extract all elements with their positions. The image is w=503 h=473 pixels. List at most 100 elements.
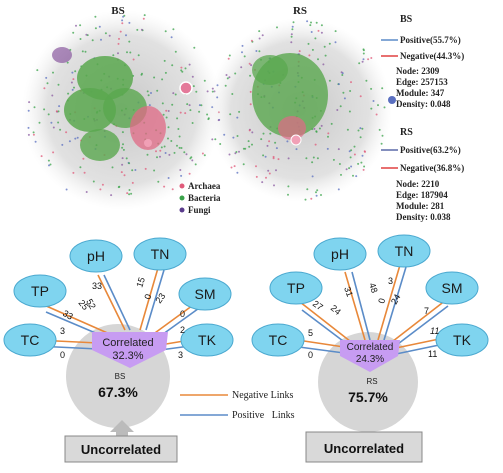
factor-node-shape	[269, 271, 323, 305]
network-node	[184, 67, 187, 70]
network-node	[203, 79, 206, 82]
network-node	[314, 143, 317, 146]
network-node	[249, 90, 252, 93]
factor-node-label: pH	[331, 246, 349, 262]
network-node	[338, 163, 341, 165]
negative-link	[387, 299, 447, 346]
network-node	[91, 39, 94, 42]
network-node	[307, 42, 310, 45]
network-node	[61, 143, 64, 146]
network-node	[255, 165, 257, 168]
network-node	[360, 161, 363, 164]
network-node	[117, 42, 120, 45]
factor-node-label: SM	[195, 286, 216, 302]
network-node	[362, 168, 365, 171]
network-node	[378, 128, 381, 131]
network-node	[339, 105, 342, 108]
network-node	[308, 54, 311, 57]
network-node	[311, 175, 314, 178]
network-node	[131, 169, 134, 172]
network-node	[332, 158, 335, 161]
link-number: 11	[428, 349, 437, 359]
network-node	[361, 127, 364, 130]
factor-node-shape	[133, 237, 187, 271]
network-node	[126, 192, 129, 195]
factor-node-tn: TN	[377, 234, 431, 268]
network-node	[148, 104, 151, 107]
network-node	[126, 51, 128, 54]
network-node	[320, 31, 323, 34]
bacteria-cluster	[80, 129, 120, 161]
network-node	[137, 54, 140, 57]
network-node	[156, 156, 158, 159]
network-node	[34, 140, 37, 143]
network-node	[287, 157, 290, 160]
network-node	[121, 157, 124, 160]
network-node	[58, 105, 61, 108]
positive-link-label: Positive Links	[232, 410, 295, 421]
link-legend: Negative Links Positive Links	[180, 390, 295, 421]
archaea-cluster	[278, 116, 306, 140]
network-node	[318, 127, 321, 130]
network-node	[178, 146, 181, 149]
network-node	[306, 188, 309, 191]
network-node	[315, 191, 317, 194]
network-node	[128, 21, 131, 24]
network-node	[171, 188, 174, 191]
network-node	[72, 78, 75, 81]
network-node	[248, 145, 251, 148]
network-node	[272, 157, 275, 160]
network-node	[51, 94, 54, 97]
link-number: 0	[376, 297, 387, 304]
network-node	[238, 110, 241, 113]
link-number: 33	[61, 308, 75, 322]
links-rs	[283, 264, 449, 355]
network-node	[359, 127, 362, 130]
network-node	[313, 127, 316, 130]
network-node	[223, 133, 226, 136]
network-node	[191, 122, 194, 124]
negative-link	[344, 271, 366, 341]
network-node	[52, 126, 55, 129]
network-node	[38, 121, 41, 124]
network-node	[310, 197, 313, 200]
negative-link	[97, 274, 126, 331]
factor-node-shape	[313, 237, 367, 271]
network-node	[68, 140, 71, 143]
link-number: 3	[60, 326, 65, 336]
network-node	[350, 81, 352, 84]
network-node	[380, 142, 383, 145]
hub-node	[144, 139, 152, 147]
network-node	[340, 173, 342, 176]
positive-link	[145, 269, 165, 331]
network-node	[162, 113, 165, 116]
network-node	[120, 171, 123, 174]
network-node	[267, 169, 270, 172]
network-node	[214, 138, 217, 141]
network-node	[310, 31, 313, 33]
network-node	[345, 168, 348, 171]
network-node	[177, 128, 180, 130]
network-node	[32, 131, 35, 134]
network-node	[359, 136, 362, 139]
network-bs: BS Archaea Bacteria Fungi	[22, 5, 222, 215]
stats-bs-module: Module: 347	[396, 88, 445, 98]
network-node	[236, 171, 239, 174]
network-node	[171, 64, 174, 67]
factor-node-shape	[435, 323, 489, 357]
network-node	[359, 95, 362, 98]
factor-node-shape	[3, 323, 57, 357]
network-node	[100, 38, 102, 41]
network-node	[49, 163, 52, 166]
network-node	[361, 60, 364, 63]
link-number: 24	[389, 292, 403, 306]
stats-bs-edge: Edge: 257153	[396, 77, 448, 87]
stats-rs-node: Node: 2210	[396, 179, 440, 189]
network-node	[370, 107, 373, 110]
network-node	[188, 104, 191, 107]
network-node	[170, 36, 173, 39]
link-number: 0	[308, 350, 313, 360]
network-node	[229, 113, 232, 116]
negative-link-label: Negative Links	[232, 390, 293, 401]
network-node	[59, 128, 62, 131]
